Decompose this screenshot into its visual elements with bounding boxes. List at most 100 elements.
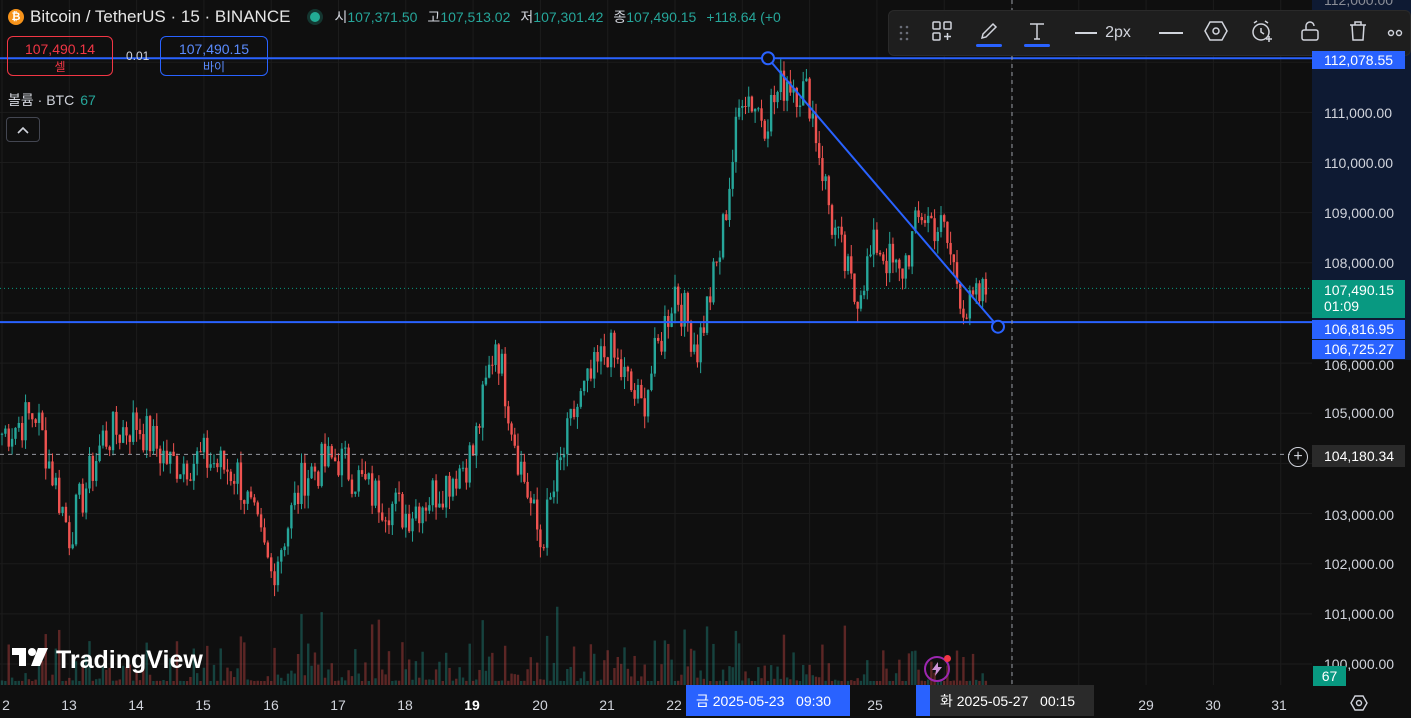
candle	[307, 469, 310, 509]
candle	[333, 448, 337, 462]
candle	[946, 221, 949, 249]
volume-bar	[589, 644, 593, 685]
candle	[478, 423, 481, 434]
volume-bar	[152, 681, 155, 685]
volume-bar	[381, 669, 384, 685]
candle	[693, 332, 696, 355]
volume-bar	[95, 679, 98, 685]
candle	[175, 453, 179, 483]
volume-bar	[71, 680, 74, 685]
time-axis-tick: 20	[532, 697, 548, 713]
candle	[850, 244, 853, 280]
volume-bar	[693, 650, 696, 685]
add-alert-button[interactable]	[1243, 11, 1281, 55]
volume-bar	[744, 671, 747, 685]
templates-button[interactable]	[923, 11, 961, 55]
volume-bar	[484, 670, 488, 685]
volume-legend[interactable]: 볼륨 · BTC 67	[8, 90, 96, 110]
candle	[677, 283, 680, 312]
volume-bar	[975, 679, 978, 685]
volume-bar	[609, 680, 613, 685]
volume-bar	[394, 680, 397, 685]
candle	[340, 443, 344, 488]
buy-button[interactable]: 107,490.15 바이	[160, 36, 268, 76]
volume-bar	[407, 659, 411, 685]
trend-line-handle-end[interactable]	[991, 319, 1005, 334]
more-button[interactable]	[1383, 11, 1411, 55]
volume-bar	[253, 680, 256, 685]
drag-handle-icon[interactable]	[893, 11, 915, 55]
volume-bar	[31, 680, 34, 685]
volume-bar	[712, 643, 715, 685]
line-width-button[interactable]: 2px	[1067, 11, 1139, 55]
volume-bar	[586, 680, 589, 685]
price-axis-label: 101,000.00	[1324, 606, 1395, 622]
line-color-button[interactable]	[969, 11, 1009, 55]
volume-bar	[206, 645, 209, 685]
text-color-button[interactable]	[1017, 11, 1057, 55]
candle	[773, 85, 776, 115]
candle	[391, 501, 394, 535]
delete-button[interactable]	[1339, 11, 1377, 55]
lock-button[interactable]	[1291, 11, 1329, 55]
volume-bar	[192, 648, 196, 685]
candle	[779, 58, 782, 101]
candle	[715, 261, 718, 267]
line-style-button[interactable]	[1151, 11, 1191, 55]
collapse-legend-button[interactable]	[6, 117, 40, 142]
candle	[132, 400, 135, 445]
symbol-header[interactable]: ₿ Bitcoin / TetherUS · 15 · BINANCE 시107…	[8, 6, 781, 28]
candle	[27, 402, 31, 420]
candle	[939, 206, 943, 238]
candle	[949, 231, 952, 265]
add-alert-plus-icon[interactable]: +	[1288, 447, 1308, 467]
volume-bar	[51, 674, 54, 685]
candle	[475, 422, 478, 469]
volume-bar	[290, 670, 293, 685]
volume-bar	[155, 680, 158, 685]
time-axis-tick: 18	[397, 697, 413, 713]
volume-bar	[696, 677, 699, 685]
volume-bar	[725, 680, 728, 685]
volume-bar	[566, 669, 569, 685]
symbol-title[interactable]: Bitcoin / TetherUS · 15 · BINANCE	[30, 7, 291, 26]
volume-bar	[782, 634, 786, 685]
candle	[653, 327, 657, 377]
volume-bar	[458, 667, 461, 685]
drawings[interactable]	[0, 0, 1312, 685]
candle	[526, 472, 529, 500]
trend-line-handle-start[interactable]	[761, 51, 775, 66]
settings-button[interactable]	[1197, 11, 1235, 55]
candle	[51, 453, 54, 487]
volume-bar	[327, 669, 330, 685]
volume-bar	[17, 680, 21, 685]
volume-bar	[721, 669, 725, 685]
candle	[943, 213, 946, 228]
time-axis-tick: 21	[599, 697, 615, 713]
market-status-icon[interactable]	[310, 12, 321, 22]
candle	[199, 442, 202, 453]
volume-bar	[519, 681, 523, 685]
line-price-tag: 106,816.95	[1312, 320, 1405, 339]
candle	[616, 348, 619, 364]
volume-bar	[779, 678, 782, 685]
drawing-toolbar[interactable]: 2px	[888, 10, 1411, 56]
sell-button[interactable]: 107,490.14 셀	[7, 36, 113, 76]
volume-bar	[760, 678, 763, 685]
price-axis-label: 108,000.00	[1324, 255, 1395, 271]
volume-bar	[148, 674, 152, 685]
trend-line[interactable]	[767, 57, 999, 328]
lightning-icon[interactable]	[924, 655, 951, 682]
volume-bar	[431, 679, 434, 685]
volume-bar	[663, 640, 667, 685]
candle	[741, 99, 744, 121]
candle	[138, 418, 142, 440]
candle	[549, 492, 552, 500]
volume-bar	[949, 680, 952, 685]
volume-bar	[461, 677, 465, 685]
tradingview-logo[interactable]: TradingView	[12, 646, 203, 675]
gear-icon[interactable]	[1350, 694, 1368, 716]
volume-bar	[798, 680, 802, 685]
candle	[962, 300, 965, 325]
